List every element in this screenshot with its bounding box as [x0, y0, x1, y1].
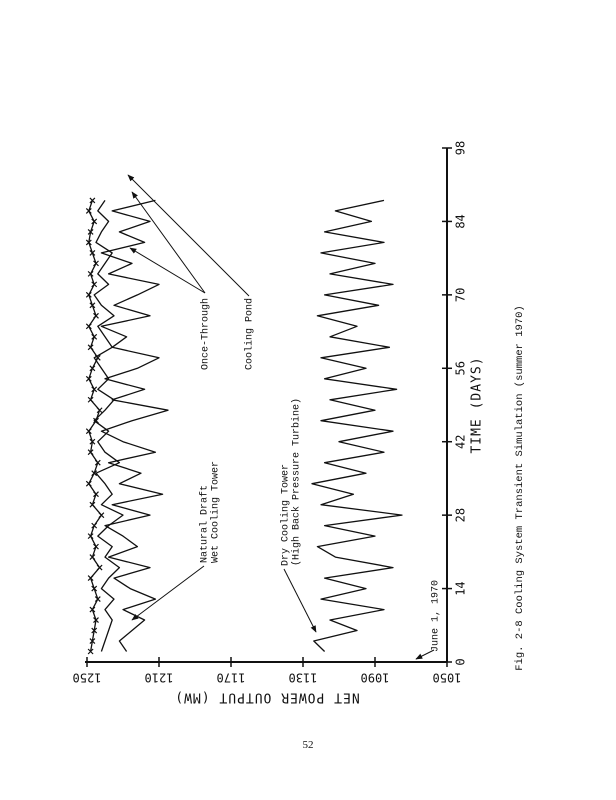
x-tick-label: 70 [454, 288, 468, 302]
point-marker [89, 365, 96, 372]
point-marker [85, 428, 92, 435]
point-marker [91, 281, 98, 288]
point-marker [93, 617, 99, 623]
point-marker [89, 638, 96, 644]
page-number: 52 [303, 739, 314, 751]
point-marker [87, 533, 94, 540]
annotation-arrow [283, 568, 317, 633]
series-line [100, 199, 169, 652]
point-marker [87, 270, 94, 277]
point-marker [91, 522, 98, 529]
y-tick-label: 1050 [433, 671, 462, 685]
point-marker [93, 260, 99, 267]
y-tick-label: 1090 [361, 671, 390, 685]
x-tick-label: 42 [454, 434, 468, 448]
point-marker [94, 459, 101, 466]
point-marker [87, 449, 94, 456]
annotation-arrow [129, 247, 206, 294]
y-axis-label: NET POWER OUTPUT (MW) [174, 690, 359, 705]
point-marker [93, 491, 99, 498]
point-marker [91, 470, 98, 477]
x-tick-label: 14 [454, 581, 468, 595]
point-marker [93, 543, 99, 550]
x-tick-label: 28 [454, 508, 468, 522]
point-marker [91, 333, 98, 340]
point-marker [98, 512, 105, 519]
point-marker [85, 480, 92, 487]
point-marker [89, 501, 96, 508]
point-marker [96, 407, 103, 414]
point-marker [91, 386, 98, 393]
annotation-arrow [131, 191, 206, 294]
point-marker [89, 197, 96, 204]
x-tick-label: 84 [454, 214, 468, 228]
figure-caption: Fig. 2-8 Cooling System Transient Simula… [514, 305, 526, 670]
annotation-arrow [415, 649, 435, 660]
series-annotation: Cooling Pond [244, 298, 256, 370]
point-marker [85, 291, 92, 298]
point-marker [85, 323, 92, 330]
annotation: June 1, 1970 [431, 580, 442, 652]
series-annotation: Dry Cooling Tower [280, 464, 292, 566]
series-annotation: (High Back Pressure Turbine) [291, 398, 303, 566]
point-marker [91, 218, 98, 225]
point-marker [89, 554, 96, 561]
point-marker [87, 575, 94, 582]
series-annotation: Once-Through [200, 298, 212, 370]
x-tick-label: 98 [454, 141, 468, 155]
point-marker [96, 564, 103, 571]
point-marker [89, 438, 96, 445]
point-marker [87, 228, 94, 235]
point-marker [89, 606, 96, 613]
point-marker [89, 249, 96, 256]
point-marker [93, 312, 99, 319]
point-marker [87, 648, 94, 655]
point-marker [85, 208, 92, 214]
point-marker [85, 239, 92, 246]
y-tick-label: 1170 [217, 671, 246, 685]
y-tick-label: 1250 [73, 671, 102, 685]
point-marker [94, 596, 101, 602]
point-marker [93, 417, 99, 424]
y-tick-label: 1210 [145, 671, 174, 685]
point-marker [87, 396, 94, 403]
point-marker [85, 375, 92, 382]
annotation-arrow [127, 174, 250, 297]
series-annotation: Wet Cooling Tower [210, 461, 222, 563]
point-marker [89, 302, 96, 309]
x-tick-label: 0 [454, 658, 468, 665]
series-line [311, 199, 403, 652]
x-axis-label: TIME (DAYS) [470, 356, 485, 453]
annotation-arrow [131, 565, 205, 621]
point-marker [91, 627, 98, 634]
y-tick-label: 1130 [289, 671, 318, 685]
point-marker [87, 344, 94, 351]
series-line [93, 200, 124, 652]
point-marker [91, 585, 98, 592]
x-tick-label: 56 [454, 361, 468, 375]
series-annotation: Natural Draft [199, 485, 211, 563]
